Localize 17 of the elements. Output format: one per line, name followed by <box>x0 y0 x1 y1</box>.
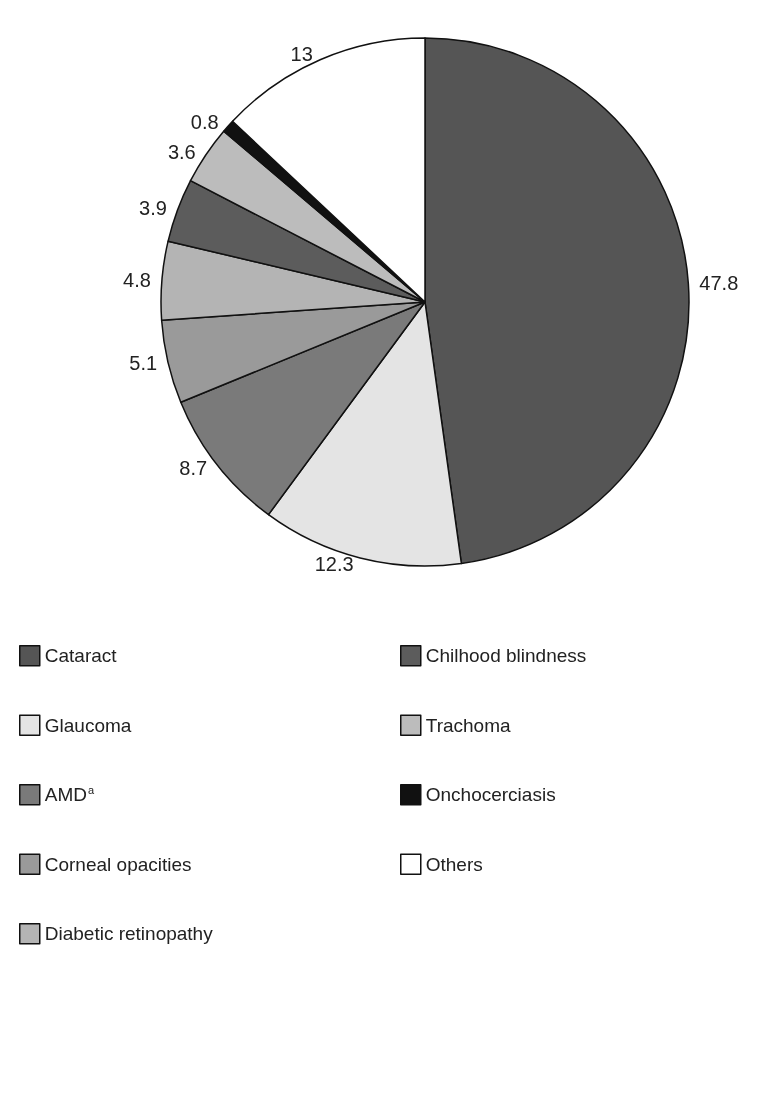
data-label: 47.8 <box>699 272 739 295</box>
data-label: 8.7 <box>179 457 208 480</box>
data-label: 3.9 <box>139 197 167 220</box>
legend-label: Corneal opacities <box>44 853 192 875</box>
legend-label: Diabetic retinopathy <box>44 923 214 945</box>
data-label: 5.1 <box>129 352 158 375</box>
legend-label: Trachoma <box>425 714 512 736</box>
legend-label: Chilhood blindness <box>425 645 587 667</box>
legend-label: Others <box>425 853 483 875</box>
data-label: 3.6 <box>167 140 196 163</box>
data-label: 13 <box>290 43 313 66</box>
legend-label: Onchocerciasis <box>425 784 556 806</box>
data-label: 0.8 <box>190 111 219 134</box>
data-label: 4.8 <box>123 268 151 291</box>
legend-label: Glaucoma <box>44 714 132 736</box>
data-label: 12.3 <box>314 552 354 575</box>
legend-label: Cataract <box>44 645 118 667</box>
